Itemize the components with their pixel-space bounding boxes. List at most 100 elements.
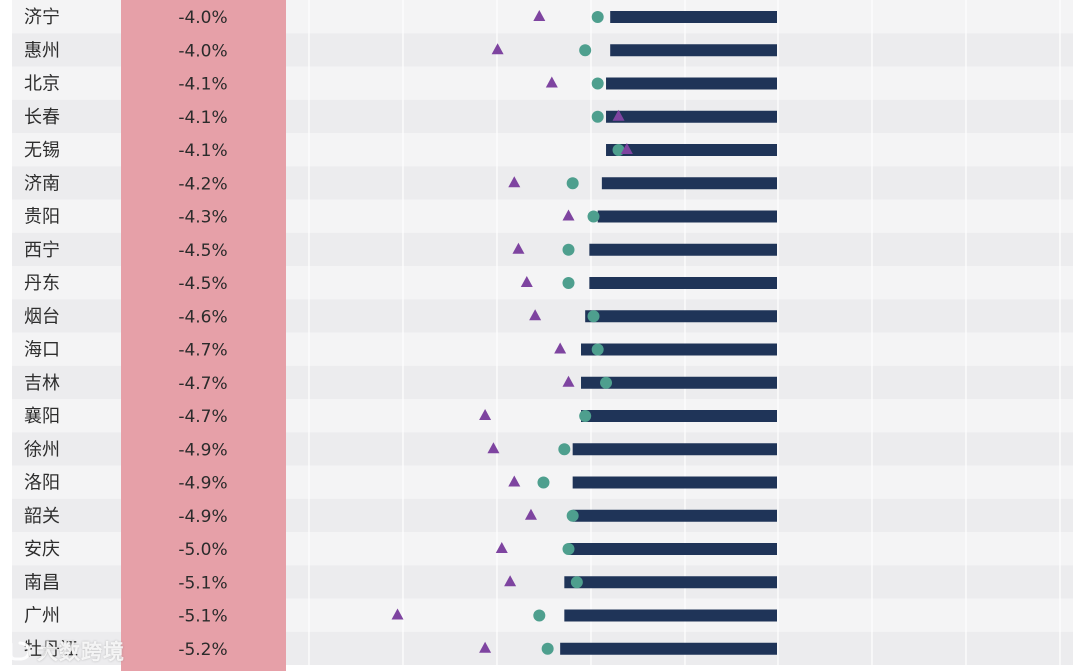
triangle-marker xyxy=(620,143,633,154)
bar xyxy=(601,177,777,190)
circle-marker xyxy=(566,509,579,522)
bar xyxy=(572,509,777,522)
city-label: 徐州 xyxy=(24,439,60,460)
percent-label: -4.7% xyxy=(178,407,227,427)
triangle-marker xyxy=(479,641,492,653)
bar xyxy=(606,110,777,123)
triangle-marker xyxy=(391,608,404,620)
circle-marker xyxy=(533,609,546,622)
triangle-marker xyxy=(479,409,492,420)
percent-label: -4.9% xyxy=(178,440,227,460)
circle-marker xyxy=(612,144,625,156)
bar xyxy=(560,642,777,655)
circle-series xyxy=(533,11,625,655)
bar xyxy=(610,44,777,57)
triangle-marker xyxy=(612,109,625,121)
bar xyxy=(564,576,777,589)
percent-label: -4.1% xyxy=(178,141,227,161)
city-label: 丹东 xyxy=(24,273,60,294)
triangle-marker xyxy=(508,475,521,487)
percent-label: -5.0% xyxy=(178,540,227,560)
watermark-text: 大数跨境 xyxy=(37,640,125,664)
percent-label: -4.7% xyxy=(178,374,227,394)
city-label: 广州 xyxy=(24,606,60,627)
triangle-series xyxy=(391,10,633,653)
percent-label: -4.0% xyxy=(178,41,227,61)
city-label: 洛阳 xyxy=(24,473,60,494)
bar xyxy=(606,77,777,90)
circle-marker xyxy=(579,44,592,57)
triangle-marker xyxy=(562,375,575,387)
bar xyxy=(589,243,777,256)
circle-marker xyxy=(537,476,550,489)
city-label: 襄阳 xyxy=(24,406,60,427)
circle-marker xyxy=(570,576,583,589)
triangle-marker xyxy=(512,242,525,254)
percent-label: -4.3% xyxy=(178,208,227,228)
bar xyxy=(564,609,777,622)
city-label: 烟台 xyxy=(24,306,60,327)
percent-label: -4.5% xyxy=(178,241,227,261)
city-label: 贵阳 xyxy=(24,207,60,228)
circle-marker xyxy=(562,277,575,289)
circle-marker xyxy=(587,310,600,323)
circle-marker xyxy=(591,77,604,90)
triangle-marker xyxy=(508,176,521,188)
circle-marker xyxy=(587,210,600,223)
city-label: 济南 xyxy=(24,173,60,194)
triangle-marker xyxy=(554,342,567,354)
percent-label: -4.9% xyxy=(178,507,227,527)
city-label: 西宁 xyxy=(24,240,60,261)
city-label: 吉林 xyxy=(24,373,60,394)
triangle-marker xyxy=(524,508,537,520)
percent-label: -4.7% xyxy=(178,341,227,361)
city-label: 牡丹江 xyxy=(24,639,78,660)
triangle-marker xyxy=(562,209,575,221)
city-label: 海口 xyxy=(24,340,60,361)
triangle-marker xyxy=(533,10,546,21)
circle-marker xyxy=(579,410,592,422)
bar xyxy=(572,476,777,489)
triangle-marker xyxy=(529,309,542,321)
circle-marker xyxy=(541,642,554,655)
circle-marker xyxy=(591,343,604,356)
triangle-marker xyxy=(495,542,508,553)
circle-marker xyxy=(600,376,613,389)
city-labels: 济宁惠州北京长春无锡济南贵阳西宁丹东烟台海口吉林襄阳徐州洛阳韶关安庆南昌广州牡丹… xyxy=(24,7,78,660)
triangle-marker xyxy=(491,43,504,55)
watermark-logo-icon xyxy=(9,641,31,661)
bar xyxy=(589,277,777,289)
percent-column xyxy=(121,0,286,671)
bar xyxy=(585,310,777,323)
triangle-marker xyxy=(504,575,517,587)
percent-label: -4.1% xyxy=(178,108,227,128)
city-label: 安庆 xyxy=(24,539,60,560)
city-label: 惠州 xyxy=(24,40,60,61)
percent-label: -4.5% xyxy=(178,274,227,294)
triangle-marker xyxy=(520,276,533,287)
percent-label: -5.1% xyxy=(178,573,227,593)
circle-marker xyxy=(591,11,604,23)
bar xyxy=(581,410,777,422)
bar xyxy=(610,11,777,23)
triangle-marker xyxy=(545,76,558,88)
circle-marker xyxy=(558,443,571,456)
city-label: 南昌 xyxy=(24,572,60,593)
bar xyxy=(581,343,777,356)
city-label: 韶关 xyxy=(24,506,60,527)
percent-label: -5.2% xyxy=(178,640,227,660)
percent-label: -4.2% xyxy=(178,174,227,194)
city-label: 济宁 xyxy=(24,7,60,28)
bar xyxy=(568,543,777,555)
bar xyxy=(572,443,777,456)
percent-labels: -4.0% -4.0% -4.1% -4.1% -4.1% -4.2% -4.3% -4.5%… xyxy=(178,8,227,660)
city-label: 北京 xyxy=(24,74,60,95)
circle-marker xyxy=(566,177,579,190)
percent-label: -4.9% xyxy=(178,474,227,494)
bar xyxy=(581,376,777,389)
watermark: 大数跨境 xyxy=(8,636,125,666)
triangle-marker xyxy=(487,442,500,454)
percent-label: -4.6% xyxy=(178,307,227,327)
circle-marker xyxy=(562,543,575,555)
